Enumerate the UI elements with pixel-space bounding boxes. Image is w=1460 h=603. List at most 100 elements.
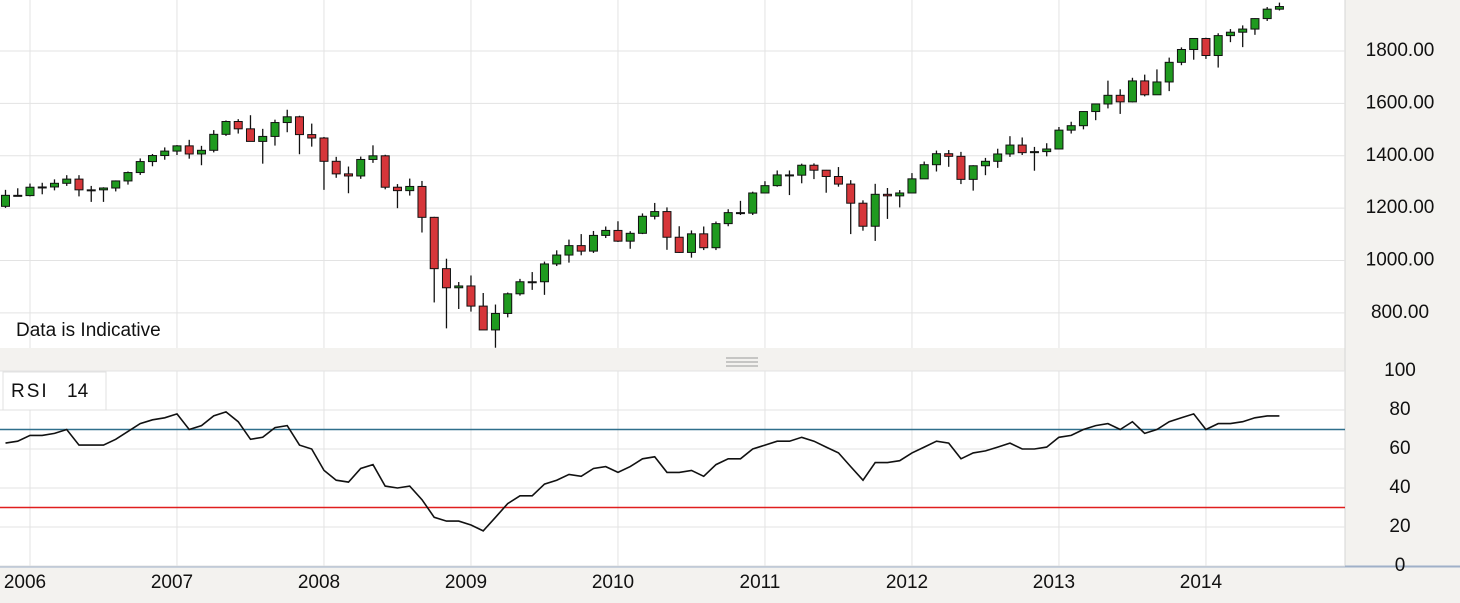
candle-body <box>478 305 488 331</box>
x-tick-label: 2011 <box>740 572 781 593</box>
candle-body <box>13 194 23 197</box>
candle-body <box>784 174 794 177</box>
rsi-line <box>5 411 1280 532</box>
candle-body <box>1176 48 1186 63</box>
candle-body <box>1005 144 1015 155</box>
candle-body <box>833 175 843 185</box>
rsi-panel <box>0 371 1345 566</box>
candle-body <box>282 116 292 124</box>
candle-body <box>123 172 133 182</box>
candle-body <box>931 153 941 166</box>
candle-body <box>552 254 562 265</box>
splitter-handle <box>726 357 758 367</box>
candle-body <box>1225 31 1235 37</box>
y-tick-label: 1600.00 <box>1366 92 1435 113</box>
candle-body <box>576 245 586 252</box>
candle-body <box>1115 94 1125 103</box>
x-tick-label: 2006 <box>4 572 46 593</box>
candle-body <box>625 232 635 242</box>
candle-body <box>62 178 72 184</box>
y-tick-label: 0 <box>1395 555 1406 576</box>
candle-body <box>821 169 831 177</box>
indicator-period: 14 <box>67 381 89 402</box>
candle-body <box>748 192 758 214</box>
candle-body <box>86 189 96 192</box>
candle-body <box>1127 80 1137 103</box>
candle-body <box>1152 81 1162 96</box>
candle-body <box>209 133 219 151</box>
candle-body <box>1091 103 1101 113</box>
candle-body <box>980 160 990 167</box>
indicator-label-box <box>2 371 107 411</box>
candle-body <box>1274 6 1284 10</box>
candle-body <box>319 137 329 162</box>
candle-body <box>858 202 868 227</box>
candle-body <box>846 183 856 204</box>
candle-body <box>515 281 525 295</box>
y-tick-label: 800.00 <box>1371 302 1429 323</box>
price-panel <box>0 0 1345 348</box>
candle-body <box>956 155 966 180</box>
candle-body <box>37 186 47 189</box>
candle-body <box>919 164 929 180</box>
x-tick-label: 2014 <box>1180 572 1223 593</box>
candle-body <box>735 212 745 215</box>
candle-body <box>907 178 917 194</box>
y-tick-label: 1200.00 <box>1366 197 1435 218</box>
candle-body <box>1078 111 1088 127</box>
x-tick-label: 2012 <box>886 572 928 593</box>
x-tick-label: 2008 <box>298 572 340 593</box>
x-tick-label: 2010 <box>592 572 634 593</box>
y-tick-label: 20 <box>1389 516 1410 537</box>
candle-body <box>723 212 733 225</box>
candle-body <box>380 155 390 188</box>
candle-body <box>1164 61 1174 83</box>
candle-body <box>637 215 647 234</box>
candle-body <box>294 116 304 136</box>
candle-body <box>1066 125 1076 131</box>
candle-body <box>135 161 145 174</box>
candle-body <box>944 153 954 157</box>
candle-body <box>613 229 623 242</box>
candle-body <box>601 229 611 236</box>
candle-body <box>674 236 684 253</box>
candle-body <box>1250 18 1260 30</box>
y-tick-label: 40 <box>1389 477 1410 498</box>
candle-body <box>1262 8 1272 20</box>
splitter[interactable] <box>0 349 1460 370</box>
candle-body <box>0 194 10 207</box>
candle-body <box>686 233 696 253</box>
candle-body <box>809 164 819 171</box>
candle-body <box>454 285 464 289</box>
x-tick-label: 2009 <box>445 572 487 593</box>
candle-body <box>270 122 280 137</box>
candle-body <box>650 211 660 217</box>
candle-body <box>588 234 598 252</box>
candle-body <box>1140 80 1150 96</box>
candle-body <box>74 178 84 191</box>
y-tick-label: 60 <box>1389 438 1410 459</box>
x-tick-label: 2013 <box>1033 572 1075 593</box>
candle-body <box>1103 94 1113 105</box>
candle-body <box>405 185 415 192</box>
annotation: Data is Indicative <box>16 320 161 341</box>
candle-body <box>331 160 341 175</box>
candle-body <box>797 164 807 176</box>
candle-body <box>25 186 35 197</box>
candle-body <box>429 216 439 270</box>
candle-body <box>233 120 243 130</box>
candle-body <box>1042 148 1052 153</box>
candle-body <box>49 182 59 188</box>
candle-body <box>184 145 194 155</box>
y-tick-label: 100 <box>1384 360 1416 381</box>
candle-body <box>466 285 476 307</box>
y-tick-label: 80 <box>1389 399 1410 420</box>
candle-body <box>895 192 905 197</box>
candle-body <box>968 165 978 180</box>
candle-body <box>760 185 770 194</box>
y-tick-label: 1400.00 <box>1366 145 1435 166</box>
candle-body <box>441 268 451 289</box>
candle-body <box>539 263 549 283</box>
candle-body <box>772 174 782 187</box>
candle-body <box>147 155 157 163</box>
